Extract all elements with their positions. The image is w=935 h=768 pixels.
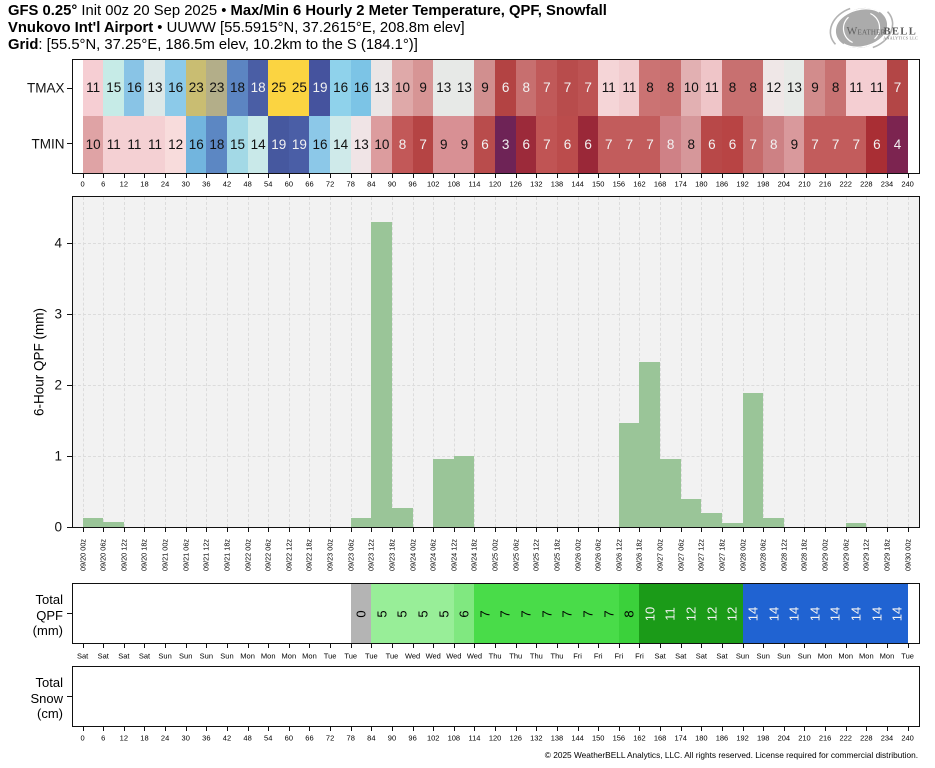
svg-text:W: W bbox=[847, 26, 858, 38]
svg-text:BELL: BELL bbox=[884, 27, 918, 38]
svg-text:ANALYTICS LLC: ANALYTICS LLC bbox=[883, 36, 918, 41]
svg-text:EATHER: EATHER bbox=[858, 29, 886, 37]
